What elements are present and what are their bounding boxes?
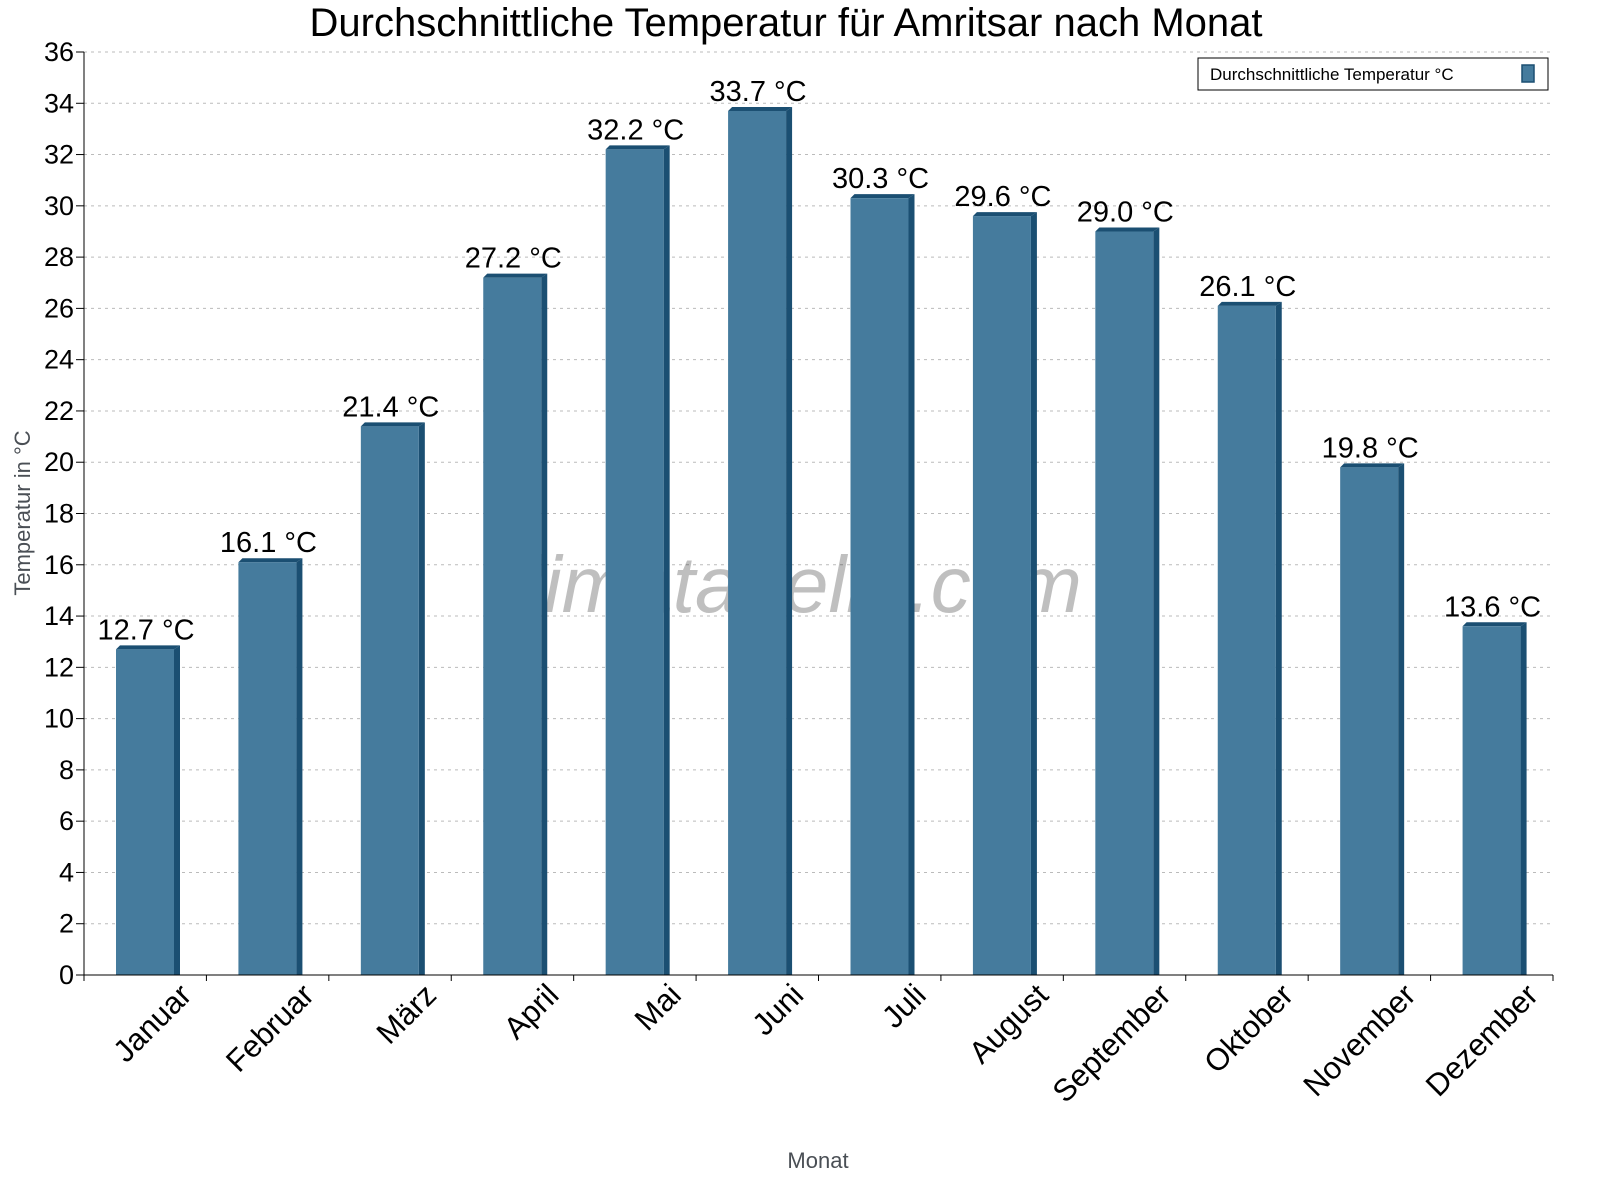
y-tick-label: 36 (44, 37, 74, 67)
bar-side (296, 558, 303, 975)
y-tick-label: 20 (44, 447, 74, 477)
legend-swatch (1521, 64, 1535, 83)
data-label: 29.6 °C (954, 181, 1051, 213)
bar-top (116, 645, 180, 650)
data-label: 21.4 °C (342, 391, 439, 423)
x-tick-labels: Januar Februar März April Mai Juni Juli AugustS… (106, 977, 1544, 1109)
y-tick-label: 18 (44, 499, 74, 529)
data-label: 13.6 °C (1444, 591, 1541, 623)
bar-side (1275, 301, 1282, 975)
axes (76, 51, 1554, 981)
x-tick-label: Oktober (1197, 977, 1300, 1080)
y-tick-label: 22 (44, 396, 74, 426)
x-tick-label: Juni (745, 977, 810, 1042)
x-tick-label: Juli (875, 977, 933, 1035)
x-tick-label: Mai (628, 977, 688, 1037)
chart-title: Durchschnittliche Temperatur für Amritsa… (310, 1, 1263, 45)
y-tick-label: 12 (44, 652, 74, 682)
y-tick-label: 26 (44, 293, 74, 323)
y-tick-label: 24 (44, 345, 74, 375)
bar-top (605, 145, 670, 150)
data-label: 27.2 °C (465, 243, 562, 275)
y-tick-label: 0 (59, 960, 74, 990)
bar-top (1095, 227, 1160, 232)
data-label: 26.1 °C (1199, 271, 1296, 303)
bar (116, 649, 174, 975)
bar (238, 562, 297, 975)
x-tick-label: August (962, 977, 1055, 1070)
x-tick-label: April (497, 977, 566, 1046)
bar (1217, 305, 1276, 975)
data-label: 33.7 °C (710, 76, 807, 108)
bar (972, 216, 1031, 976)
bar (1462, 626, 1521, 975)
x-axis-label: Monat (787, 1148, 848, 1173)
bar-top (238, 558, 303, 563)
x-tick-label: September (1046, 977, 1178, 1109)
data-label: 19.8 °C (1322, 432, 1419, 464)
y-tick-label: 34 (44, 88, 74, 118)
data-label: 29.0 °C (1077, 196, 1174, 228)
legend: Durchschnittliche Temperatur °C (1197, 57, 1549, 91)
data-label: 32.2 °C (587, 114, 684, 146)
y-tick-label: 32 (44, 140, 74, 170)
bar-side (541, 273, 548, 976)
bar-side (1520, 622, 1527, 975)
bar-top (360, 422, 425, 427)
x-tick-label: Januar (106, 977, 198, 1069)
bar-side (1153, 227, 1160, 975)
bar-side (663, 145, 670, 975)
data-label: 30.3 °C (832, 163, 929, 195)
bar-side (786, 106, 793, 976)
bar-side (1398, 463, 1405, 975)
y-tick-label: 14 (44, 601, 74, 631)
bar (483, 277, 542, 976)
bar-top (728, 106, 793, 111)
x-tick-label: März (370, 977, 443, 1050)
bar-side (418, 422, 425, 976)
x-tick-label: Dezember (1419, 977, 1545, 1103)
x-tick-label: November (1296, 977, 1422, 1103)
bar-top (850, 194, 915, 199)
bar-top (972, 212, 1037, 217)
bar-top (1217, 301, 1282, 306)
bar (605, 149, 664, 975)
bar (360, 426, 419, 976)
bar-top (483, 273, 548, 278)
data-label: 12.7 °C (97, 614, 194, 646)
bars: 12.7 °C 16.1 °C 21.4 °C 27.2 °C 32.2 °C 33.7 … (97, 76, 1541, 976)
bar-top (1340, 463, 1405, 468)
y-tick-label: 2 (59, 909, 74, 939)
legend-label: Durchschnittliche Temperatur °C (1210, 65, 1454, 84)
y-tick-label: 28 (44, 242, 74, 272)
bar (728, 110, 787, 976)
bar-side (174, 645, 180, 975)
y-tick-label: 10 (44, 704, 74, 734)
bar-side (908, 194, 915, 975)
bar-side (1030, 212, 1037, 976)
y-tick-label: 8 (59, 755, 74, 785)
bar (1095, 231, 1154, 975)
bar (1340, 467, 1399, 975)
y-axis-label: Temperatur in °C (10, 430, 35, 595)
y-tick-label: 6 (59, 806, 74, 836)
x-tick-label: Februar (219, 977, 321, 1079)
legend-box (1197, 57, 1549, 91)
bar-top (1462, 622, 1527, 627)
y-tick-label: 16 (44, 550, 74, 580)
grid-lines (84, 51, 1553, 925)
y-tick-label: 30 (44, 191, 74, 221)
bar (850, 198, 909, 975)
data-label: 16.1 °C (220, 527, 317, 559)
y-tick-label: 4 (59, 857, 74, 887)
